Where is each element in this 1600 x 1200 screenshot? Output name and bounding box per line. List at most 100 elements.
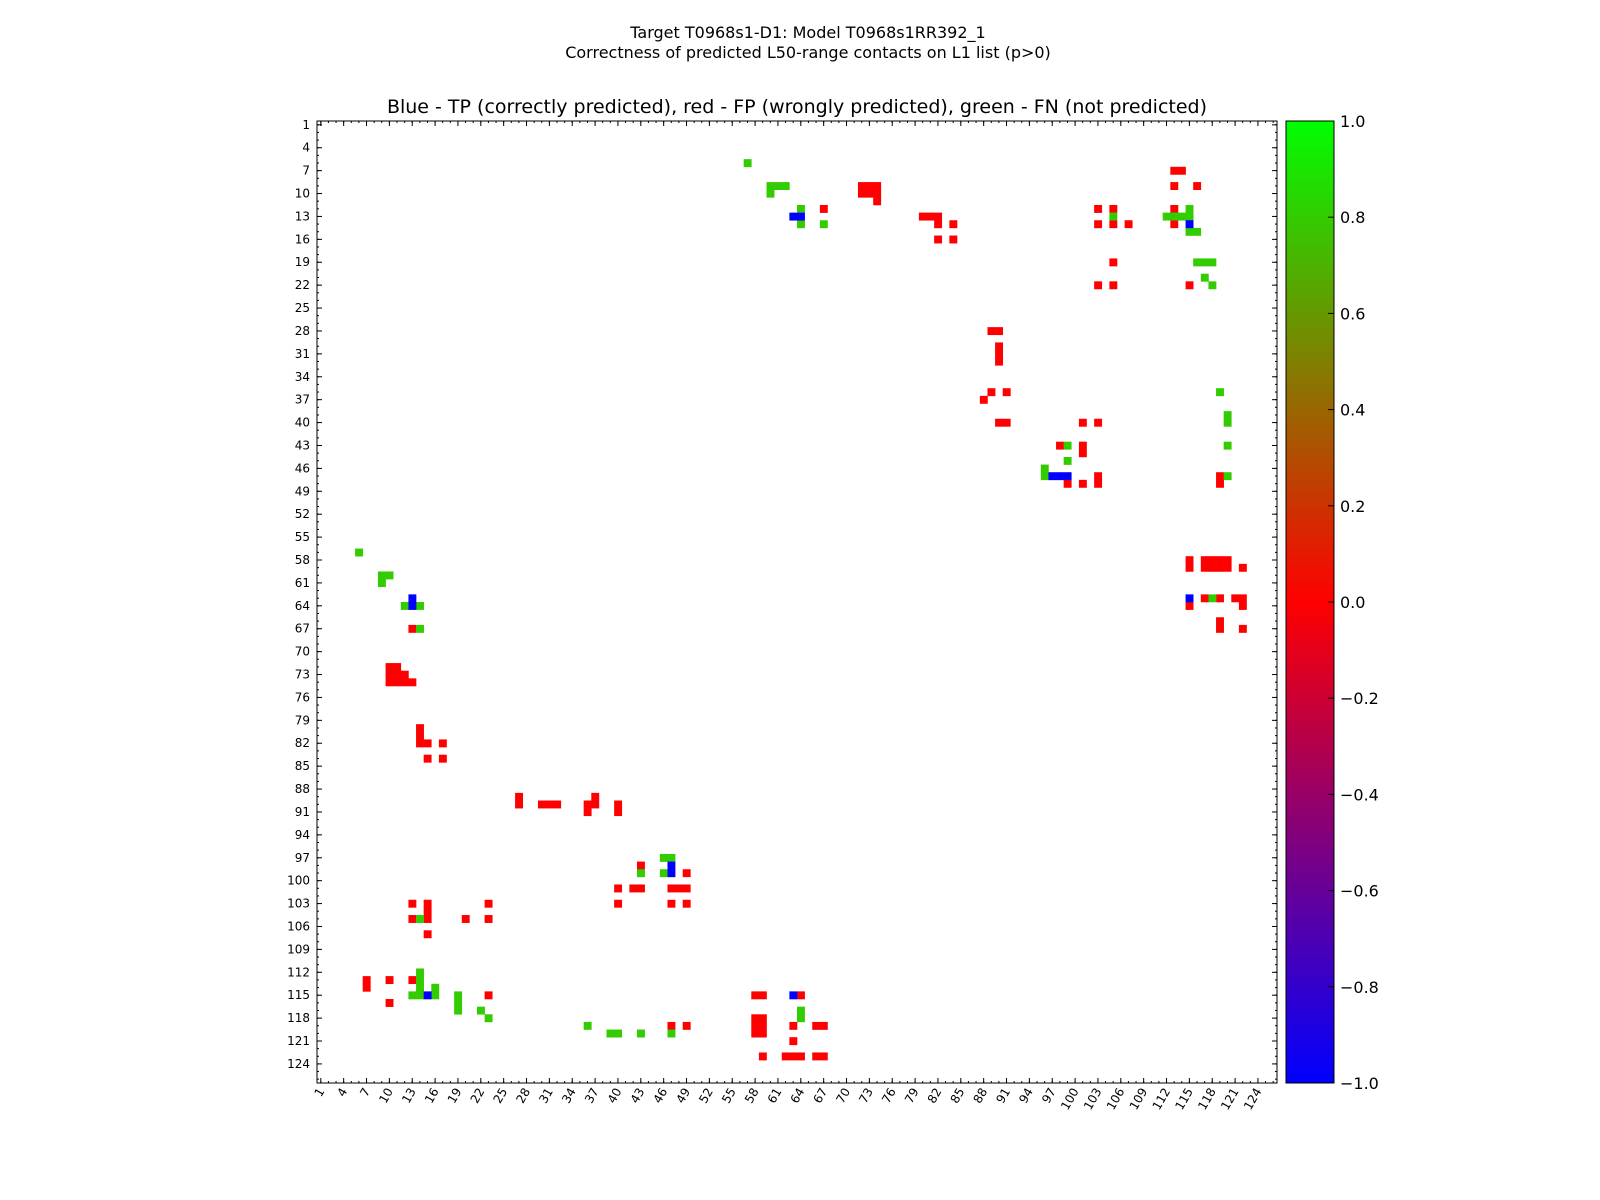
cell-fp	[987, 327, 996, 336]
cell-fp	[751, 1014, 760, 1023]
cell-fp	[995, 357, 1004, 366]
y-tick-label: 85	[295, 759, 310, 773]
x-tick-label: 118	[1195, 1086, 1219, 1113]
y-tick-label: 106	[287, 919, 310, 933]
cell-fp	[1216, 472, 1224, 481]
cell-fn	[431, 983, 440, 992]
cell-fp	[949, 235, 958, 244]
y-tick-label: 19	[295, 255, 310, 269]
y-tick-label: 82	[295, 736, 310, 750]
cell-fp	[819, 204, 828, 213]
colorbar-tick-label: 0.2	[1340, 497, 1365, 516]
cell-tp	[1185, 594, 1194, 603]
cell-tp	[789, 212, 798, 221]
colorbar-tick-label: 0.8	[1340, 208, 1365, 227]
cell-fn	[400, 602, 409, 610]
cell-fn	[1223, 472, 1232, 481]
cell-fp	[1109, 258, 1118, 267]
suptitle-line-1: Target T0968s1-D1: Model T0968s1RR392_1	[629, 23, 985, 43]
cell-fp	[553, 800, 562, 809]
cell-fp	[979, 395, 988, 404]
cell-fp	[995, 342, 1004, 351]
cell-fp	[408, 976, 417, 985]
x-tick-label: 25	[490, 1086, 510, 1106]
cell-fp	[667, 884, 676, 893]
cell-fp	[416, 739, 424, 748]
cell-fp	[408, 915, 417, 923]
cell-fp	[637, 884, 645, 893]
cell-fp	[1170, 220, 1179, 229]
cell-fn	[1185, 212, 1194, 221]
cell-fn	[416, 983, 424, 992]
x-tick-label: 43	[628, 1086, 648, 1106]
cell-fp	[1002, 418, 1011, 427]
cell-fp	[1056, 441, 1064, 450]
y-tick-label: 88	[295, 782, 310, 796]
y-tick-label: 31	[295, 347, 310, 361]
cell-fn	[1193, 227, 1202, 236]
x-tick-label: 7	[357, 1086, 373, 1100]
cell-fp	[873, 189, 882, 198]
cell-fp	[1238, 624, 1247, 633]
cell-fp	[408, 678, 417, 687]
cell-fn	[385, 571, 394, 580]
cell-fp	[1078, 441, 1087, 450]
cell-fn	[1208, 281, 1217, 290]
cell-fp	[1216, 624, 1224, 633]
cell-fp	[537, 800, 546, 809]
colorbar-tick-label: 0.4	[1340, 401, 1365, 420]
cell-fp	[758, 1029, 767, 1038]
y-tick-label: 97	[295, 851, 310, 865]
cell-fp	[1238, 602, 1247, 610]
cell-fp	[583, 800, 592, 809]
cell-tp	[789, 991, 798, 1000]
cell-fp	[423, 754, 432, 763]
cell-fp	[614, 899, 623, 908]
cell-fp	[1094, 220, 1103, 229]
cell-tp	[797, 212, 805, 221]
cell-fp	[423, 915, 432, 923]
cell-fp	[758, 1021, 767, 1030]
x-tick-label: 34	[559, 1086, 579, 1106]
cell-fp	[1216, 594, 1224, 603]
colorbar	[1285, 120, 1335, 1084]
cell-fp	[751, 1021, 760, 1030]
cell-fp	[1094, 472, 1103, 481]
cell-fn	[1208, 594, 1217, 603]
y-tick-label: 109	[287, 942, 310, 956]
y-tick-label: 28	[295, 324, 310, 338]
y-tick-label: 13	[295, 209, 310, 223]
y-tick-label: 49	[295, 484, 310, 498]
cell-fp	[385, 670, 394, 679]
cell-fn	[377, 579, 386, 588]
cell-fp	[1094, 418, 1103, 427]
cell-fp	[934, 212, 943, 221]
x-tick-label: 70	[833, 1086, 853, 1106]
y-tick-label: 22	[295, 278, 310, 292]
cell-fp	[362, 976, 371, 985]
x-tick-label: 88	[970, 1086, 990, 1106]
cell-fp	[416, 724, 424, 733]
cell-fn	[1170, 212, 1179, 221]
cell-fp	[1109, 281, 1118, 290]
cell-fn	[1200, 258, 1209, 267]
cell-fp	[812, 1021, 821, 1030]
suptitle-line-2: Correctness of predicted L50-range conta…	[565, 43, 1051, 62]
cell-fp	[1094, 479, 1103, 488]
x-axis: 1 4 7 10 13 16 19 22 25 28 31 34 37 40 43 46 49 52 55 58 61 6…	[311, 121, 1274, 1113]
cell-fp	[1170, 166, 1179, 175]
y-tick-label: 40	[295, 416, 310, 430]
cell-fp	[423, 930, 432, 939]
cell-fn	[1185, 227, 1194, 236]
cell-fp	[614, 800, 623, 809]
cell-fn	[1040, 472, 1049, 481]
cell-fn	[766, 182, 775, 191]
cell-tp	[1048, 472, 1057, 481]
y-axis: 1 4 7 10 13 16 19 22 25 28 31 34 37 40 43 46 49 52 55 58 61 6…	[287, 118, 1277, 1080]
x-tick-label: 124	[1241, 1086, 1265, 1113]
cell-fp	[1216, 617, 1224, 626]
cell-fn	[781, 182, 790, 191]
x-tick-label: 10	[376, 1086, 396, 1106]
cell-fp	[812, 1052, 821, 1061]
y-tick-label: 64	[295, 599, 310, 613]
